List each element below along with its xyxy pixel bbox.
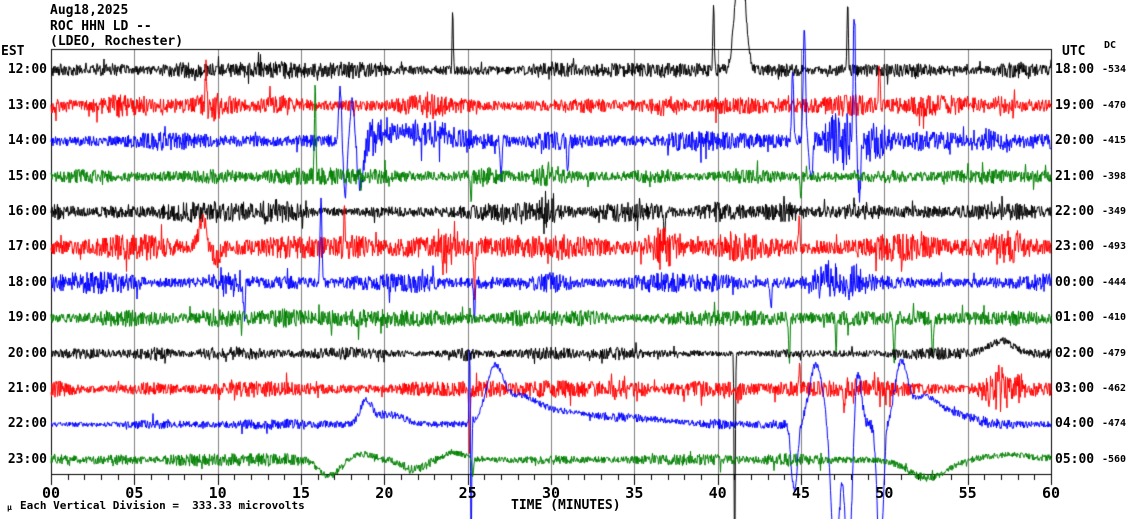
dc-value-label: -415 [1102,135,1127,147]
x-axis-title: TIME (MINUTES) [511,498,621,513]
x-tick-label: 20 [375,484,394,502]
utc-hour-label: 02:00 [1055,345,1095,361]
plot-header: Aug18,2025 ROC HHN LD -- (LDEO, Rocheste… [50,3,183,50]
dc-axis-title: DC [1104,40,1117,51]
dc-value-label: -470 [1102,99,1127,111]
x-tick-label: 15 [291,484,311,502]
x-tick-label: 10 [208,484,227,502]
header-station: ROC HHN LD -- [50,18,152,34]
est-hour-label: 23:00 [7,451,47,467]
x-tick-label: 05 [125,484,144,502]
utc-hour-label: 04:00 [1055,416,1095,432]
utc-hour-label: 00:00 [1055,274,1095,290]
header-date: Aug18,2025 [50,3,129,18]
est-hour-label: 20:00 [7,345,47,361]
est-hour-label: 22:00 [7,416,47,432]
x-tick-label: 30 [541,484,561,502]
est-hour-label: 12:00 [7,62,47,78]
header-location: (LDEO, Rochester) [50,34,184,49]
x-tick-label: 60 [1041,484,1061,502]
x-tick-label: 50 [875,484,894,502]
dc-value-label: -444 [1102,276,1127,288]
x-tick-label: 25 [458,484,477,502]
x-tick-label: 55 [958,484,977,502]
est-hour-label: 19:00 [7,310,47,326]
dc-value-label: -410 [1102,312,1127,324]
utc-hour-label: 19:00 [1055,97,1095,113]
dc-value-label: -534 [1102,64,1127,76]
utc-hour-label: 01:00 [1055,310,1095,326]
utc-hour-label: 03:00 [1055,381,1095,396]
x-tick-label: 35 [625,484,644,502]
utc-hour-label: 23:00 [1055,239,1095,255]
x-tick-label: 40 [708,484,727,502]
utc-hour-label: 21:00 [1055,168,1095,184]
utc-hour-label: 05:00 [1055,451,1095,467]
dc-value-label: -560 [1102,453,1127,465]
est-hour-label: 21:00 [7,381,47,396]
est-hour-label: 14:00 [7,133,47,149]
utc-hour-label: 20:00 [1055,133,1095,149]
dc-value-label: -349 [1102,205,1127,217]
est-hour-label: 16:00 [7,203,47,219]
microvolt-symbol: μ [7,503,12,512]
est-hour-label: 15:00 [7,168,47,184]
est-hour-label: 18:00 [7,274,47,290]
scale-note: Each Vertical Division = 333.33 microvol… [20,499,305,512]
right-axis-title: UTC [1062,44,1086,59]
dc-value-label: -493 [1102,241,1127,253]
dc-value-label: -474 [1102,418,1127,430]
left-axis-title: EST [1,44,25,59]
x-tick-label: 45 [791,484,811,502]
dc-value-label: -398 [1102,170,1127,182]
dc-value-label: -479 [1102,347,1127,359]
utc-hour-label: 22:00 [1055,203,1095,219]
est-hour-label: 17:00 [7,239,47,255]
x-tick-label: 00 [41,484,61,502]
dc-value-label: -462 [1102,383,1127,394]
est-hour-label: 13:00 [7,97,47,113]
utc-hour-label: 18:00 [1055,62,1095,78]
